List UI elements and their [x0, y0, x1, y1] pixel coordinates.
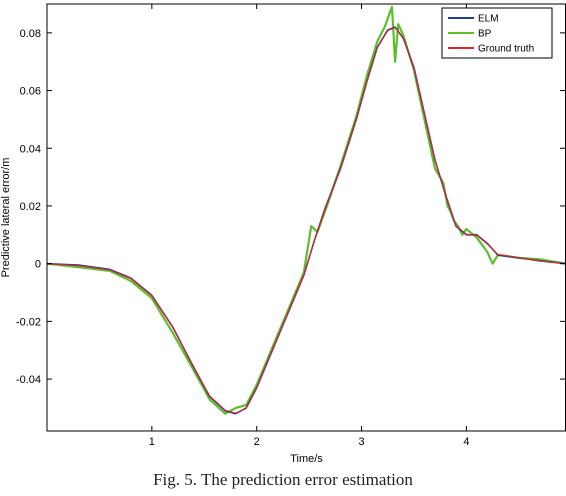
series-line-elm [46, 26, 566, 415]
x-tick-label: 2 [254, 436, 260, 448]
plot-frame [46, 3, 566, 432]
x-tick-label: 4 [463, 436, 469, 448]
y-tick-label: 0.06 [20, 86, 41, 98]
legend-label: BP [478, 29, 492, 40]
y-tick-label: 0.04 [20, 143, 41, 155]
axis-ticks: 1 2 3 4 -0.04 -0.02 0 0.02 0.04 0.06 0.08 [16, 4, 565, 448]
y-tick-label: 0 [35, 259, 41, 271]
x-axis-label: Time/s [290, 453, 323, 465]
y-tick-label: 0.02 [20, 201, 41, 213]
y-tick-label: -0.02 [16, 316, 41, 328]
y-tick-label: 0.08 [20, 28, 41, 40]
x-tick-label: 1 [149, 436, 155, 448]
legend-label: ELM [478, 14, 499, 25]
legend: ELM BP Ground truth [441, 7, 553, 59]
figure-caption: Fig. 5. The prediction error estimation [153, 470, 413, 489]
y-axis-label: Predictive lateral error/m [0, 158, 12, 278]
series-lines [46, 5, 566, 415]
series-line-ground-truth [46, 27, 566, 414]
x-tick-label: 3 [358, 436, 364, 448]
legend-label: Ground truth [478, 44, 534, 55]
series-line-bp [46, 5, 566, 415]
line-chart: 1 2 3 4 -0.04 -0.02 0 0.02 0.04 0.06 0.08 Time/s P… [0, 3, 566, 465]
y-tick-label: -0.04 [16, 374, 41, 386]
